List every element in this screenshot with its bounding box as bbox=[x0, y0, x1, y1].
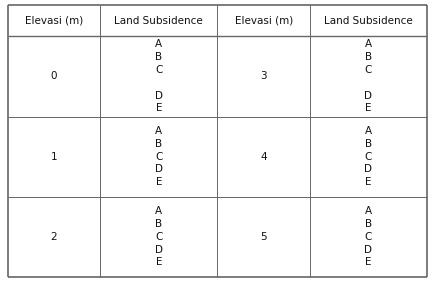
Text: A
B
C

D
E: A B C D E bbox=[364, 39, 372, 113]
Text: Elevasi (m): Elevasi (m) bbox=[25, 16, 83, 26]
Text: 5: 5 bbox=[260, 232, 266, 242]
Text: 1: 1 bbox=[50, 152, 57, 162]
Text: A
B
C

D
E: A B C D E bbox=[155, 39, 162, 113]
Text: Land Subsidence: Land Subsidence bbox=[323, 16, 412, 26]
Text: 2: 2 bbox=[50, 232, 57, 242]
Text: Elevasi (m): Elevasi (m) bbox=[234, 16, 292, 26]
Text: 4: 4 bbox=[260, 152, 266, 162]
Text: A
B
C
D
E: A B C D E bbox=[155, 126, 162, 187]
Text: 0: 0 bbox=[51, 71, 57, 81]
Text: A
B
C
D
E: A B C D E bbox=[364, 126, 372, 187]
Text: Land Subsidence: Land Subsidence bbox=[114, 16, 203, 26]
Text: 3: 3 bbox=[260, 71, 266, 81]
Text: A
B
C
D
E: A B C D E bbox=[155, 206, 162, 267]
Text: A
B
C
D
E: A B C D E bbox=[364, 206, 372, 267]
